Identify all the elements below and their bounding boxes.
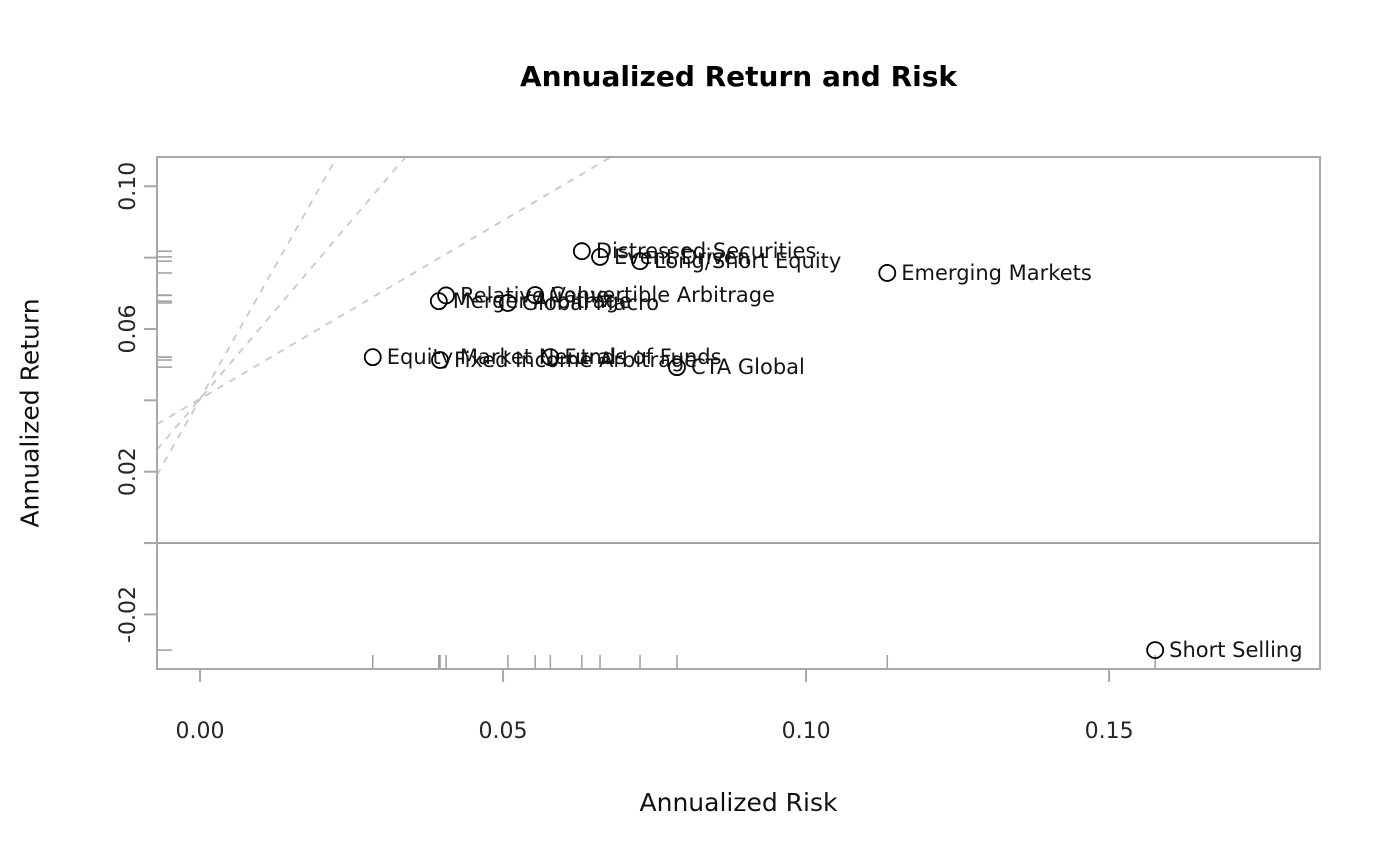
point-label: Global Macro	[522, 291, 659, 315]
point-label: Long/Short Equity	[654, 249, 841, 273]
sharpe-ratio-lines	[156, 156, 612, 476]
data-point	[668, 358, 686, 377]
sharpe-line	[156, 156, 407, 451]
point-label: Funds of Funds	[564, 345, 721, 369]
point-label: Short Selling	[1169, 638, 1302, 662]
point-label: Fixed Income Arbitrage	[454, 348, 697, 372]
x-rug	[372, 655, 1156, 668]
chart-title: Annualized Return and Risk	[519, 60, 958, 93]
data-point	[363, 348, 382, 367]
data-point	[498, 294, 517, 312]
y-tick-label: -0.02	[116, 586, 141, 643]
point-label: CTA Global	[691, 355, 805, 379]
x-tick-label: 0.05	[479, 719, 528, 744]
data-point	[437, 286, 455, 305]
y-rug	[158, 250, 172, 651]
y-tick-label: 0.10	[116, 162, 141, 211]
data-point	[1146, 641, 1165, 659]
x-axis-title: Annualized Risk	[639, 788, 838, 817]
data-point	[526, 286, 545, 304]
data-point	[541, 348, 560, 367]
point-label: Convertible Arbitrage	[549, 283, 775, 307]
point-label: Emerging Markets	[901, 261, 1092, 285]
plot-border	[156, 156, 1321, 670]
point-label: Event Driven	[614, 245, 750, 269]
data-point	[431, 351, 449, 369]
y-axis: -0.02 0.02 0.06 0.10	[116, 162, 157, 643]
sharpe-line	[156, 156, 612, 426]
data-point	[631, 252, 649, 271]
x-tick-label: 0.10	[782, 719, 831, 744]
point-label: Equity Market Neutral	[387, 345, 616, 369]
data-point	[572, 242, 591, 261]
sharpe-line	[156, 156, 338, 476]
x-tick-label: 0.00	[176, 719, 225, 744]
data-point	[591, 248, 609, 266]
x-axis: 0.00 0.05 0.10 0.15	[176, 669, 1134, 744]
data-point	[878, 264, 897, 282]
y-tick-label: 0.06	[116, 304, 141, 353]
y-tick-label: 0.02	[116, 447, 141, 496]
x-tick-label: 0.15	[1085, 719, 1134, 744]
